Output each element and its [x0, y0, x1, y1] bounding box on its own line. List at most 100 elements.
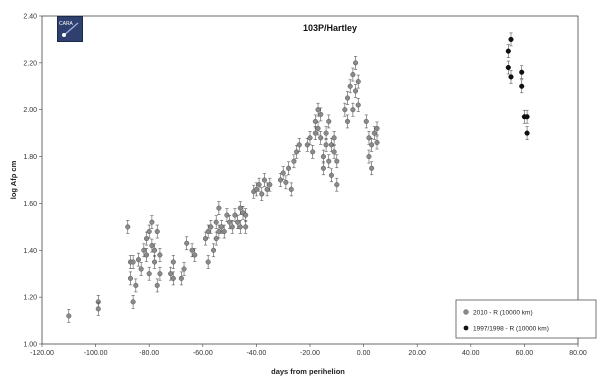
- y-axis-ticks: 1.00 1.20 1.40 1.60 1.80 2.00 2.20 2.40: [23, 14, 42, 349]
- data-point: [344, 95, 351, 101]
- data-point: [205, 259, 211, 265]
- data-point: [328, 142, 334, 148]
- data-point: [259, 191, 265, 197]
- x-tick-label: -60.00: [193, 350, 213, 357]
- series-1997-1998: [505, 32, 530, 140]
- data-point: [294, 149, 300, 155]
- data-point: [369, 165, 375, 171]
- x-tick-label: -80.00: [139, 350, 159, 357]
- svg-text:CARA: CARA: [59, 21, 74, 27]
- data-point: [253, 186, 259, 192]
- data-point: [243, 224, 249, 230]
- data-point: [355, 102, 361, 108]
- data-point: [237, 205, 243, 211]
- data-point: [229, 224, 235, 230]
- data-point: [133, 282, 139, 288]
- data-point: [350, 72, 356, 78]
- x-tick-label: 0.00: [357, 350, 371, 357]
- legend-label-2010: 2010 - R (10000 km): [473, 310, 533, 317]
- data-point: [353, 60, 359, 66]
- data-point: [192, 252, 198, 258]
- data-point: [366, 135, 372, 141]
- data-point: [170, 275, 176, 281]
- data-point: [519, 69, 525, 75]
- data-point: [342, 107, 348, 113]
- data-point: [277, 177, 284, 183]
- data-point: [143, 236, 150, 242]
- data-point: [334, 158, 340, 164]
- logo-image: CARA: [57, 16, 83, 42]
- data-point: [366, 154, 372, 160]
- data-point: [264, 186, 270, 192]
- data-point: [347, 83, 353, 89]
- data-point: [125, 224, 131, 230]
- x-tick-label: -40.00: [246, 350, 266, 357]
- data-point: [320, 165, 326, 171]
- x-tick-label: -100.00: [84, 350, 108, 357]
- data-point: [323, 142, 329, 148]
- legend-marker-2010: [463, 309, 469, 315]
- data-point: [350, 107, 356, 113]
- data-point: [508, 74, 514, 80]
- data-point: [227, 219, 233, 225]
- data-point: [326, 118, 332, 124]
- data-point: [146, 228, 152, 235]
- data-point: [334, 182, 340, 188]
- data-point: [243, 212, 249, 218]
- data-point: [304, 142, 310, 148]
- data-point: [296, 142, 302, 148]
- data-point: [219, 224, 225, 230]
- data-point: [505, 64, 511, 71]
- data-point: [130, 259, 136, 265]
- data-point: [149, 219, 155, 225]
- data-point: [146, 271, 152, 277]
- data-point: [157, 271, 163, 277]
- data-point: [213, 236, 219, 242]
- chart-title: 103P/Hartley: [303, 23, 357, 33]
- data-point: [205, 228, 211, 235]
- legend: 2010 - R (10000 km) 1997/1998 - R (10000…: [455, 299, 597, 339]
- y-tick-label: 1.00: [23, 342, 37, 349]
- data-point: [323, 130, 329, 136]
- data-point: [320, 154, 326, 160]
- data-point: [232, 212, 238, 218]
- data-point: [331, 149, 337, 155]
- legend-marker-1997: [463, 325, 469, 331]
- data-point: [213, 219, 219, 225]
- data-point: [143, 252, 150, 258]
- y-tick-label: 1.80: [23, 154, 37, 161]
- y-tick-label: 2.40: [23, 14, 37, 21]
- data-point: [291, 158, 297, 164]
- data-point: [235, 219, 241, 225]
- data-point: [371, 130, 377, 136]
- data-point: [138, 266, 144, 272]
- data-point: [168, 271, 174, 277]
- data-point: [344, 118, 351, 124]
- data-point: [152, 259, 158, 265]
- data-point: [283, 179, 289, 185]
- data-point: [224, 212, 230, 218]
- data-point: [331, 135, 337, 141]
- y-tick-label: 1.40: [23, 248, 37, 255]
- data-point: [178, 275, 184, 281]
- data-point: [524, 114, 530, 120]
- data-point: [505, 48, 511, 54]
- data-marks: [66, 32, 530, 323]
- x-tick-label: 60.00: [516, 350, 534, 357]
- data-point: [355, 79, 361, 85]
- data-point: [307, 135, 313, 141]
- y-tick-label: 2.20: [23, 60, 37, 67]
- data-point: [181, 266, 187, 272]
- data-point: [152, 247, 158, 253]
- x-tick-label: -120.00: [30, 350, 54, 357]
- data-point: [237, 224, 243, 230]
- data-point: [318, 111, 324, 117]
- data-point: [149, 243, 155, 249]
- data-point: [256, 182, 262, 188]
- legend-label-1997: 1997/1998 - R (10000 km): [473, 326, 549, 333]
- data-point: [318, 135, 324, 141]
- data-point: [369, 142, 375, 148]
- x-axis-label: days from perihelion: [271, 367, 345, 376]
- data-point: [519, 83, 525, 89]
